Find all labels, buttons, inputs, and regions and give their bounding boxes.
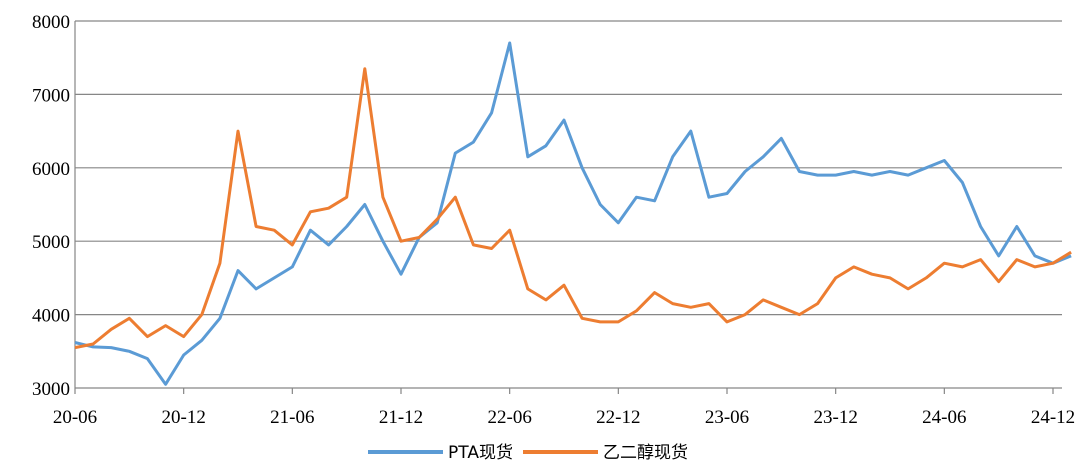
x-tick-label: 20-12 — [162, 407, 206, 428]
y-tick-label: 4000 — [32, 306, 70, 327]
x-tick-label: 21-06 — [270, 407, 314, 428]
y-tick-label: 3000 — [32, 379, 70, 400]
y-tick-label: 7000 — [32, 85, 70, 106]
y-tick-label: 5000 — [32, 232, 70, 253]
x-tick-label: 21-12 — [379, 407, 423, 428]
y-tick-label: 8000 — [32, 12, 70, 33]
grid-lines — [74, 20, 1062, 389]
x-tick-label: 23-12 — [814, 407, 858, 428]
x-tick-label: 22-12 — [596, 407, 640, 428]
legend-label-meg: 乙二醇现货 — [603, 443, 688, 463]
series-line-0 — [74, 41, 1072, 386]
x-tick-label: 24-12 — [1031, 407, 1075, 428]
series-layer — [74, 41, 1072, 386]
x-tick-label: 23-06 — [705, 407, 749, 428]
x-tick-label: 24-06 — [922, 407, 966, 428]
legend: PTA现货 乙二醇现货 — [368, 443, 688, 463]
y-axis: 3000 4000 5000 6000 7000 8000 — [32, 12, 70, 400]
x-tick-label: 20-06 — [53, 407, 97, 428]
series-line-1 — [74, 67, 1072, 350]
x-axis: 20-06 20-12 21-06 21-12 22-06 22-12 23-06 23-12… — [53, 388, 1075, 428]
legend-label-pta: PTA现货 — [448, 443, 513, 463]
x-tick-label: 22-06 — [488, 407, 532, 428]
y-tick-label: 6000 — [32, 159, 70, 180]
